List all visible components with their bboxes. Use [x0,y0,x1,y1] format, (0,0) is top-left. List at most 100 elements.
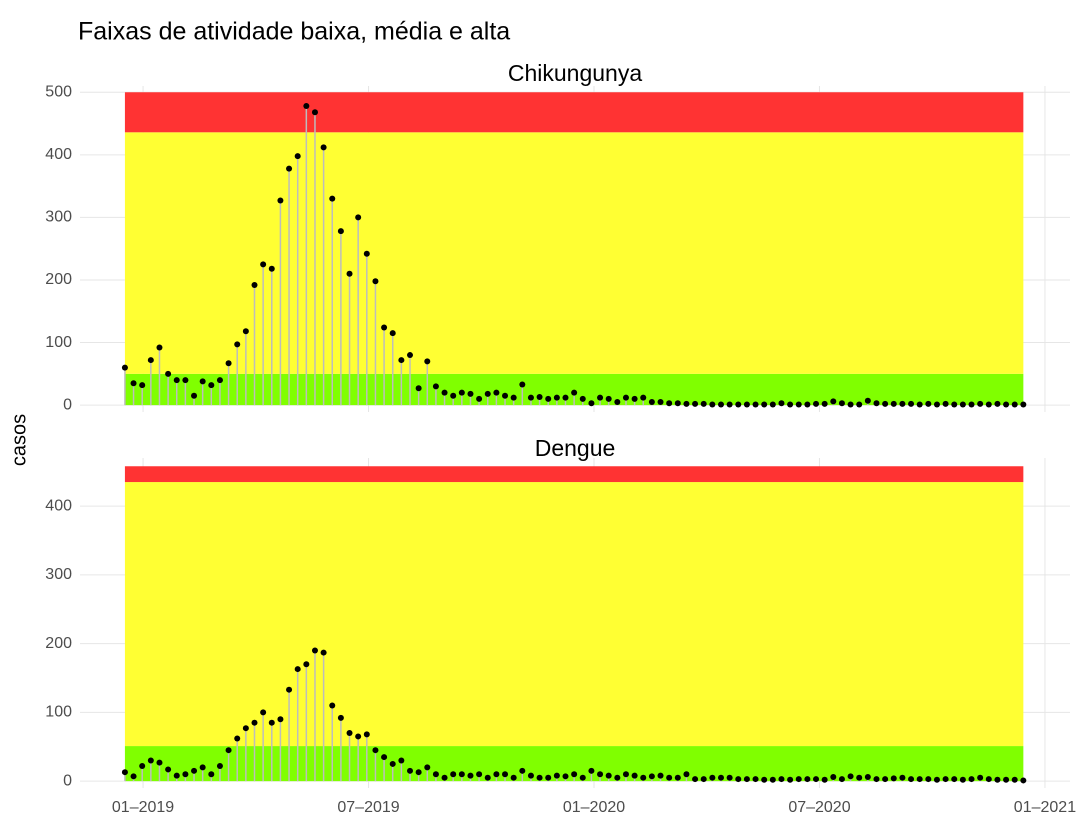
point [242,328,249,335]
point [588,767,595,774]
activity-band [124,466,1024,483]
point [692,400,699,407]
point [614,774,621,781]
point [1020,401,1027,408]
point [752,401,759,408]
point [769,401,776,408]
point [173,377,180,384]
point [467,390,474,397]
point [234,341,241,348]
point [1003,776,1010,783]
x-tick-label: 07–2019 [337,799,399,816]
point [381,324,388,331]
point [268,719,275,726]
point [191,767,198,774]
point [225,747,232,754]
point [130,380,137,387]
point [666,774,673,781]
point [657,398,664,405]
point [407,767,413,774]
point [622,771,629,778]
point [303,661,310,668]
point [493,771,500,778]
point [121,769,128,776]
point [994,776,1001,783]
point [631,772,638,779]
point [830,774,837,780]
point [311,109,318,116]
point [838,400,845,407]
point [735,776,742,783]
point [968,401,975,408]
point [1011,776,1018,783]
point [899,400,906,407]
point [622,394,629,401]
point [977,400,984,407]
point [743,401,750,408]
point [692,776,699,783]
point [795,401,802,408]
y-tick-label: 400 [45,497,72,514]
point [804,401,811,408]
point [121,364,128,371]
point [959,401,966,408]
point [519,381,526,388]
point [882,776,889,783]
point [787,401,794,408]
point [597,394,604,401]
point [182,377,189,384]
chart-title: Faixas de atividade baixa, média e alta [78,18,510,46]
activity-band [124,482,1024,747]
point [1020,777,1027,784]
y-axis-label: casos [8,414,30,466]
point [311,647,318,654]
point [545,395,552,402]
point [553,394,560,401]
point [139,382,146,389]
point [458,771,465,778]
point [536,774,543,781]
y-tick-label: 400 [45,146,72,163]
point [657,772,664,779]
point [553,772,560,779]
y-tick-label: 100 [45,704,72,721]
activity-band [124,92,1024,133]
point [320,144,327,151]
point [994,400,1001,407]
point [545,774,552,781]
point [821,400,828,407]
point [916,401,923,408]
point [579,395,586,402]
point [614,398,621,405]
point [173,772,180,779]
point [562,773,569,780]
point [605,772,612,779]
point [1003,401,1010,408]
point [242,725,249,732]
point [864,774,871,780]
point [536,393,543,400]
point [640,774,647,781]
point [389,330,396,337]
x-tick-label: 01–2020 [563,799,625,816]
point [251,719,258,726]
point [838,776,845,783]
point [666,400,673,407]
point [502,392,509,399]
point [795,776,802,783]
point [415,385,422,392]
point [942,776,949,783]
point [424,358,431,365]
point [933,401,940,408]
point [363,731,370,738]
point [130,773,137,780]
point [363,250,370,257]
point [458,389,465,396]
y-tick-label: 300 [45,566,72,583]
point [381,754,388,761]
point [925,400,932,407]
point [398,357,405,364]
point [873,776,880,783]
point [432,771,439,778]
point [717,774,724,781]
